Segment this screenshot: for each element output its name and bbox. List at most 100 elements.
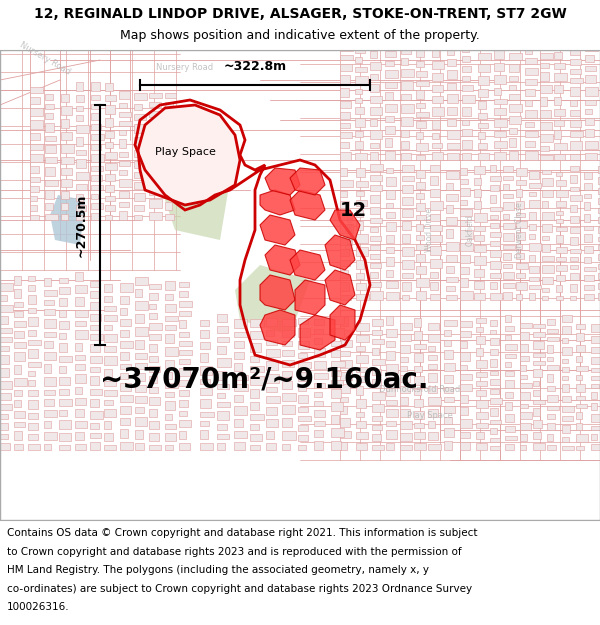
- Bar: [234, 375, 248, 380]
- Bar: [414, 318, 421, 327]
- Bar: [28, 330, 36, 336]
- Bar: [370, 263, 381, 268]
- Bar: [576, 356, 582, 362]
- Bar: [529, 255, 535, 262]
- Polygon shape: [265, 245, 300, 275]
- Bar: [282, 341, 292, 346]
- Bar: [134, 182, 146, 189]
- Bar: [385, 138, 392, 147]
- Bar: [0, 305, 13, 312]
- Bar: [520, 332, 529, 340]
- Bar: [386, 247, 394, 253]
- Bar: [516, 263, 528, 269]
- Bar: [570, 47, 580, 55]
- Bar: [372, 404, 384, 412]
- Bar: [59, 420, 71, 429]
- Bar: [59, 287, 70, 294]
- Bar: [556, 190, 568, 197]
- Bar: [503, 176, 513, 180]
- Bar: [45, 167, 55, 176]
- Bar: [386, 212, 395, 218]
- Bar: [14, 365, 21, 374]
- Bar: [525, 68, 538, 75]
- Bar: [370, 130, 382, 139]
- Bar: [516, 253, 524, 259]
- Bar: [414, 353, 423, 362]
- Bar: [75, 355, 85, 360]
- Bar: [598, 293, 600, 300]
- Bar: [149, 293, 158, 300]
- Bar: [200, 421, 209, 426]
- Bar: [76, 215, 84, 220]
- Bar: [134, 137, 142, 146]
- Bar: [416, 254, 425, 262]
- Bar: [444, 428, 454, 437]
- Bar: [250, 414, 264, 420]
- Bar: [28, 276, 35, 281]
- Bar: [525, 79, 537, 85]
- Bar: [400, 421, 412, 429]
- Bar: [402, 282, 411, 291]
- Bar: [416, 244, 427, 250]
- Bar: [386, 168, 393, 173]
- Bar: [478, 76, 489, 85]
- Bar: [104, 315, 117, 321]
- Bar: [179, 400, 188, 407]
- Bar: [490, 215, 498, 219]
- Bar: [356, 399, 366, 408]
- Bar: [14, 400, 21, 407]
- Bar: [591, 324, 600, 332]
- Bar: [598, 264, 600, 269]
- Bar: [266, 361, 278, 370]
- Bar: [562, 437, 569, 442]
- Bar: [91, 203, 103, 209]
- Bar: [476, 318, 486, 323]
- Bar: [76, 95, 84, 102]
- Bar: [372, 359, 385, 365]
- Bar: [356, 335, 369, 342]
- Bar: [149, 313, 157, 319]
- Bar: [584, 214, 590, 222]
- Bar: [444, 363, 455, 371]
- Text: 12, REGINALD LINDOP DRIVE, ALSAGER, STOKE-ON-TRENT, ST7 2GW: 12, REGINALD LINDOP DRIVE, ALSAGER, STOK…: [34, 7, 566, 21]
- Bar: [598, 273, 600, 279]
- Bar: [428, 386, 437, 393]
- Bar: [298, 407, 308, 412]
- Bar: [447, 46, 454, 55]
- Bar: [370, 62, 381, 70]
- Bar: [474, 201, 481, 209]
- Text: Nursery Road: Nursery Road: [157, 62, 214, 71]
- Bar: [119, 179, 132, 187]
- Bar: [591, 414, 600, 422]
- Text: co-ordinates) are subject to Crown copyright and database rights 2023 Ordnance S: co-ordinates) are subject to Crown copyr…: [7, 584, 472, 594]
- Bar: [340, 270, 348, 278]
- Bar: [446, 286, 455, 291]
- Bar: [75, 409, 84, 417]
- Bar: [542, 244, 550, 252]
- Bar: [562, 359, 568, 363]
- Bar: [234, 419, 243, 427]
- Bar: [356, 432, 368, 439]
- Bar: [402, 234, 410, 243]
- Bar: [505, 392, 513, 398]
- Bar: [104, 433, 113, 441]
- Bar: [250, 389, 259, 398]
- Bar: [446, 183, 453, 190]
- Bar: [516, 168, 527, 176]
- Bar: [402, 295, 409, 300]
- Bar: [462, 153, 471, 160]
- Bar: [372, 392, 385, 400]
- Bar: [0, 414, 8, 419]
- Bar: [490, 446, 500, 450]
- Bar: [165, 347, 178, 356]
- Bar: [570, 100, 577, 106]
- Bar: [386, 351, 395, 360]
- Bar: [149, 199, 162, 208]
- Bar: [90, 411, 103, 419]
- Bar: [585, 141, 598, 149]
- Bar: [266, 349, 280, 357]
- Bar: [540, 110, 551, 118]
- Bar: [91, 166, 103, 171]
- Bar: [562, 315, 572, 322]
- Bar: [556, 247, 567, 253]
